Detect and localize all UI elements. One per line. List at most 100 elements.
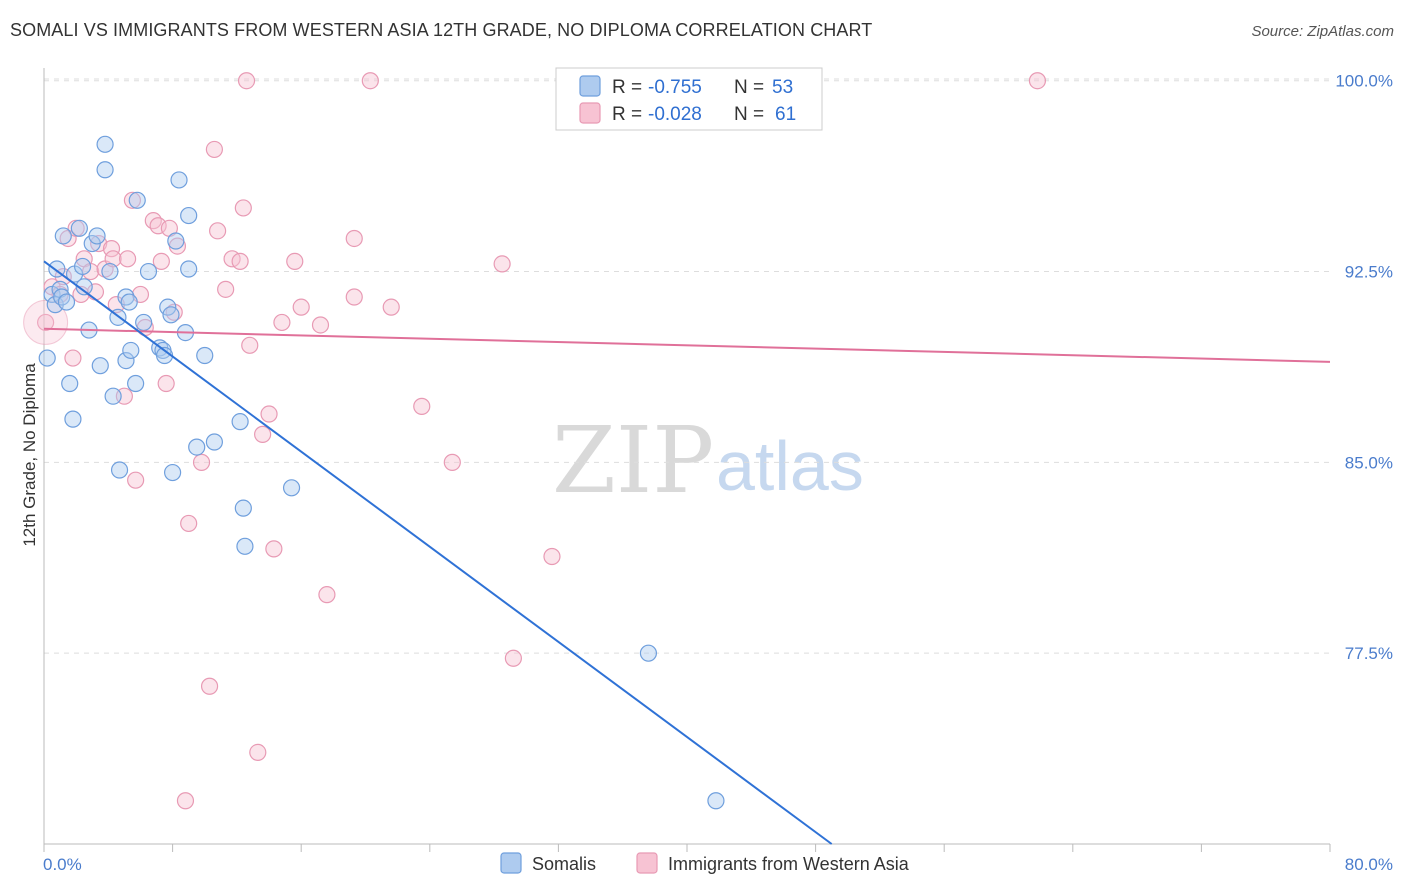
data-point-western-asia [104,250,122,268]
data-point-somalis [282,479,301,497]
data-point-somalis [91,357,109,375]
x-tick-label-min: 0.0% [43,855,82,874]
data-point-western-asia [273,313,291,332]
data-point-somalis [96,135,114,153]
data-point-somalis [75,278,93,296]
trend-line-somalis [43,260,833,845]
data-point-western-asia [413,397,431,415]
trend-lines [43,260,1331,845]
bottom-legend-swatch-western-asia [636,852,658,874]
data-point-western-asia [118,250,137,268]
legend-r-label-2: R = [612,104,642,125]
data-point-somalis [110,461,129,479]
data-point-somalis [236,537,254,555]
data-point-somalis [707,792,725,810]
y-axis-label: 12th Grade, No Diploma [20,363,39,547]
data-point-western-asia [254,425,272,443]
data-point-western-asia [345,288,363,306]
series-somalis-points [38,135,725,810]
data-point-western-asia [260,405,278,423]
data-point-somalis [162,306,180,324]
data-point-somalis [57,293,76,311]
data-point-somalis [122,341,140,360]
data-point-somalis [117,351,135,370]
data-point-somalis [139,262,158,281]
data-point-somalis [127,374,145,393]
bottom-legend-swatch-somalis [500,852,522,874]
legend-swatch-western-asia [579,102,601,124]
data-point-western-asia [382,298,400,316]
legend-r-label-1: R = [612,77,642,98]
data-point-western-asia [127,471,145,489]
data-point-western-asia [152,252,170,270]
data-point-somalis [164,463,182,482]
data-point-somalis [117,288,135,306]
data-point-western-asia [361,72,379,90]
data-point-somalis [104,387,122,405]
data-point-somalis [38,349,56,367]
data-point-western-asia [37,313,55,332]
data-point-western-asia [192,453,211,471]
data-point-western-asia [200,677,219,695]
data-point-western-asia [237,72,256,90]
data-point-western-asia [144,212,162,230]
legend-swatch-somalis [579,75,601,97]
data-point-somalis [96,161,114,179]
data-point-somalis [120,293,138,311]
data-point-somalis [64,410,82,428]
top-legend: R = -0.755 N = 53 R = -0.028 N = 61 [555,67,823,131]
data-point-western-asia [217,280,235,298]
data-point-western-asia [265,540,283,558]
y-tick-label: 92.5% [1345,263,1393,282]
legend-n-value-1: 53 [772,77,793,98]
data-point-somalis [639,644,658,662]
data-point-western-asia [292,298,310,316]
data-point-western-asia [123,191,142,209]
legend-r-value-1: -0.755 [648,77,702,98]
data-point-somalis [231,413,249,431]
data-point-somalis [167,232,185,250]
legend-n-value-2: 61 [775,104,796,125]
data-point-western-asia [311,316,330,334]
data-point-somalis [196,346,214,365]
series-western-asia-points [23,72,1047,810]
x-tick-label-max: 80.0% [1345,855,1393,874]
watermark: ZIP atlas [552,407,864,514]
data-point-somalis [135,313,153,332]
data-point-western-asia [543,547,561,566]
y-tick-label: 77.5% [1345,644,1393,663]
data-point-somalis [234,499,252,517]
data-point-western-asia [64,349,82,367]
bottom-legend-label-somalis: Somalis [532,854,596,874]
x-tick-labels: 0.0% 80.0% [43,855,1393,874]
data-point-western-asia [318,586,336,604]
bottom-legend-label-western-asia: Immigrants from Western Asia [668,854,910,874]
legend-n-label-1: N = [734,77,764,98]
chart-title: SOMALI VS IMMIGRANTS FROM WESTERN ASIA 1… [10,20,873,40]
data-point-somalis [53,288,71,306]
data-point-western-asia [493,255,511,273]
y-tick-labels: 100.0% 92.5% 85.0% 77.5% [1335,72,1393,663]
data-point-somalis [70,219,88,237]
data-point-somalis [88,227,106,245]
data-point-western-asia [205,140,223,159]
data-point-western-asia [345,229,363,248]
data-point-western-asia [176,792,195,810]
data-point-somalis [180,206,198,225]
gridlines [44,78,1330,654]
source-label: Source: ZipAtlas.com [1251,23,1394,40]
y-tick-label: 85.0% [1345,453,1393,472]
data-point-western-asia [286,252,304,270]
data-point-somalis [101,262,119,281]
data-point-somalis [180,260,198,278]
data-point-somalis [188,438,206,456]
data-point-western-asia [234,199,252,217]
legend-n-label-2: N = [734,104,764,125]
data-point-somalis [73,257,92,276]
axes [43,68,1331,852]
data-point-western-asia [209,222,227,240]
data-point-western-asia [157,374,175,393]
legend-r-value-2: -0.028 [648,104,702,125]
bottom-legend: Somalis Immigrants from Western Asia [500,852,910,874]
data-point-western-asia [241,336,259,354]
